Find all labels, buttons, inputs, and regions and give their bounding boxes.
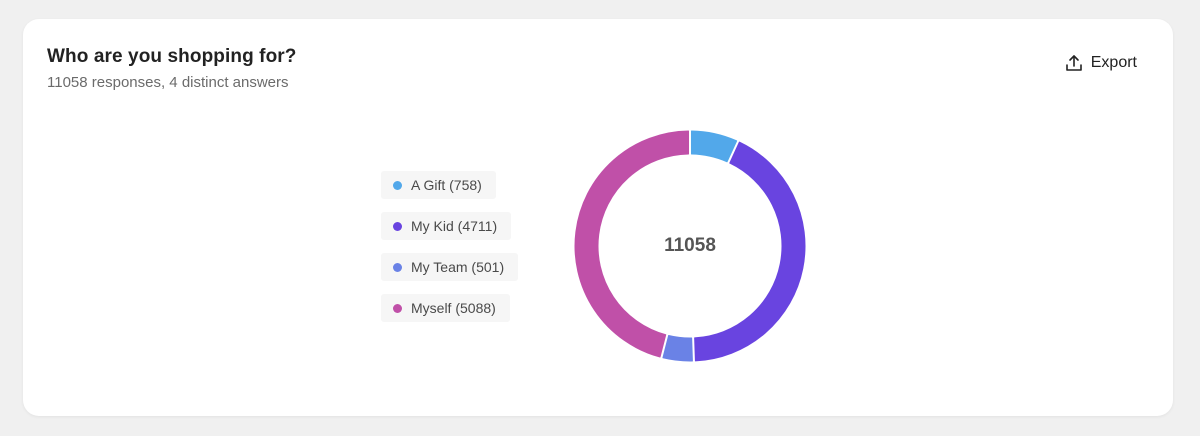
- legend-label: A Gift (758): [411, 177, 482, 193]
- donut-center-total: 11058: [664, 235, 716, 256]
- chart-title: Who are you shopping for?: [47, 46, 297, 67]
- legend-label: Myself (5088): [411, 300, 496, 316]
- legend-swatch: [393, 262, 402, 272]
- chart-card: Who are you shopping for? 11058 response…: [23, 19, 1173, 416]
- donut-slice-my-team[interactable]: [662, 334, 693, 362]
- legend-swatch: [393, 180, 402, 190]
- legend-item[interactable]: A Gift (758): [381, 171, 496, 199]
- chart-legend: A Gift (758) My Kid (4711) My Team (501) My…: [381, 171, 519, 322]
- legend-swatch: [393, 221, 402, 231]
- legend-item[interactable]: My Team (501): [381, 253, 519, 281]
- donut-slice-myself[interactable]: [574, 130, 689, 358]
- legend-item[interactable]: Myself (5088): [381, 294, 510, 322]
- donut-chart: 11058: [573, 129, 807, 363]
- donut-svg: [574, 130, 806, 362]
- legend-label: My Kid (4711): [411, 218, 498, 234]
- legend-item[interactable]: My Kid (4711): [381, 212, 512, 240]
- chart-subtitle: 11058 responses, 4 distinct answers: [47, 74, 289, 91]
- upload-icon: [1065, 54, 1083, 72]
- export-label: Export: [1090, 54, 1137, 71]
- donut-slice-a-gift[interactable]: [691, 130, 738, 163]
- legend-label: My Team (501): [411, 259, 505, 275]
- donut-slice-my-kid[interactable]: [694, 141, 806, 362]
- export-button[interactable]: Export: [1065, 51, 1137, 75]
- legend-swatch: [393, 303, 402, 313]
